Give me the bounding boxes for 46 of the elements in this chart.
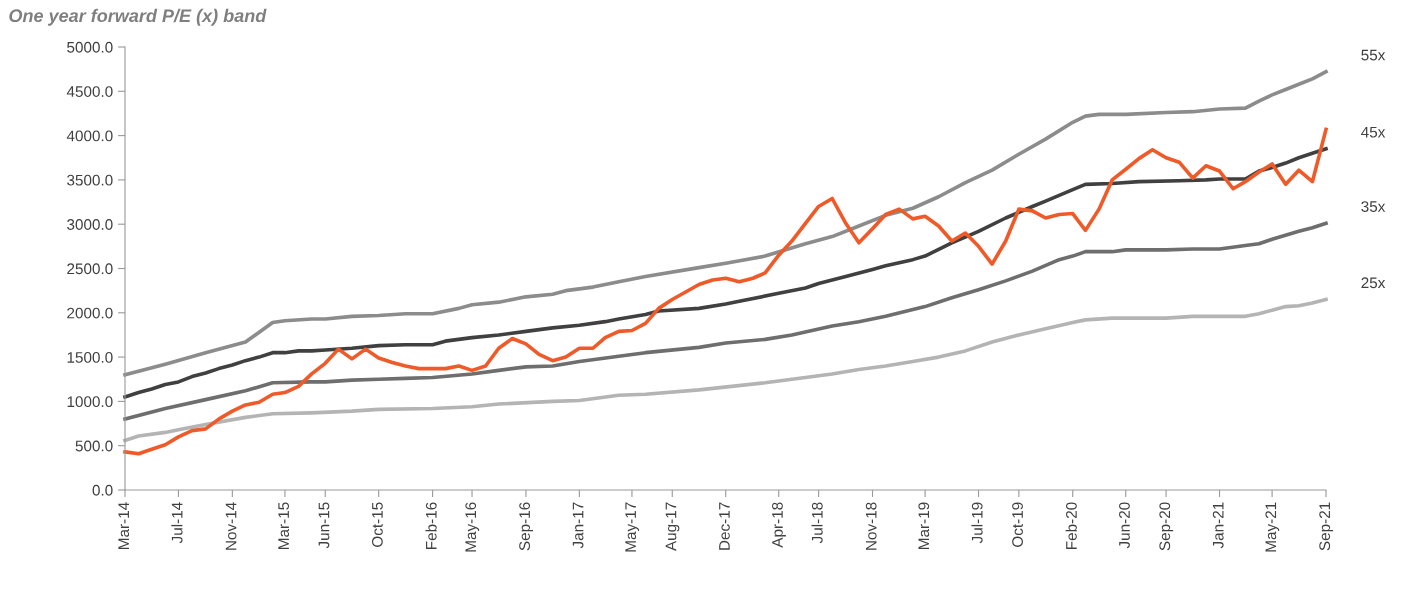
y-tick-label: 3000.0	[67, 219, 113, 230]
x-tick-label: May-17	[625, 502, 640, 552]
y-tick-label: 4500.0	[66, 86, 113, 97]
x-tick-label: Jun-15	[318, 502, 330, 549]
chart-title: One year forward P/E (x) band	[9, 8, 267, 26]
line-series	[123, 147, 1328, 399]
x-tick-label: Jun-20	[1119, 502, 1130, 549]
x-tick-label: Jul-19	[971, 502, 983, 544]
text: 25x	[1361, 277, 1386, 289]
x-tick-label: Feb-20	[1065, 502, 1077, 549]
x-tick-label: Jul-14	[171, 502, 183, 544]
x-tick-label: Sep-16	[519, 502, 534, 551]
y-tick-label: 2000.0	[67, 307, 113, 319]
x-tick-label: Jan-21	[1212, 502, 1224, 549]
x-tick-label: Mar-14	[118, 502, 130, 549]
x-tick-label: Mar-19	[918, 502, 930, 549]
x-tick-label: Nov-18	[865, 502, 877, 550]
x-tick-label: Jul-18	[811, 502, 823, 544]
y-tick-label: 5000.0	[67, 41, 113, 53]
line-series	[123, 221, 1328, 421]
y-tick-label: 4000.0	[66, 130, 113, 142]
x-tick-label: Nov-14	[225, 502, 237, 550]
x-tick-label: Aug-17	[665, 502, 680, 552]
x-tick-label: Apr-18	[772, 502, 786, 548]
y-tick-label: 500.0	[75, 440, 113, 452]
y-tick-label: 1000.0	[67, 396, 113, 408]
line-series	[123, 127, 1328, 456]
y-tick-label: 0.0	[92, 484, 113, 496]
x-tick-label: Sep-20	[1159, 502, 1174, 551]
text: 35x	[1361, 201, 1386, 212]
x-tick-label: Sep-21	[1319, 502, 1334, 551]
y-tick-label: 1500.0	[67, 351, 113, 363]
x-tick-label: Oct-19	[1012, 502, 1023, 547]
line-series	[123, 70, 1328, 377]
x-tick-label: Jan-17	[572, 502, 584, 549]
y-tick-label: 2500.0	[67, 263, 113, 275]
x-tick-label: Mar-15	[278, 502, 290, 549]
x-tick-label: May-16	[465, 502, 480, 552]
x-tick-label: May-21	[1265, 502, 1280, 552]
text: 45x	[1361, 126, 1386, 138]
x-tick-label: Feb-16	[425, 502, 437, 549]
text: 55x	[1361, 49, 1386, 61]
x-tick-label: Dec-17	[719, 502, 730, 550]
y-tick-label: 3500.0	[67, 174, 113, 186]
x-tick-label: Oct-15	[371, 502, 383, 547]
line-series	[123, 297, 1328, 443]
